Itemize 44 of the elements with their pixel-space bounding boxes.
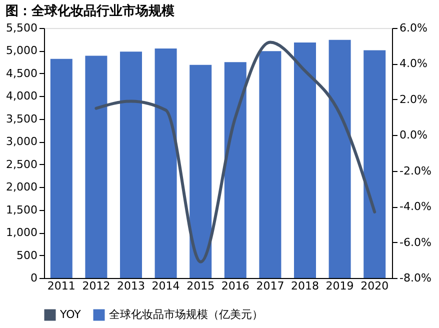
y2-tick-label: 2.0%	[400, 92, 428, 106]
y2-tick-label: -8.0%	[400, 272, 432, 284]
y2-tick-label: 4.0%	[400, 57, 428, 70]
y-tick-label: 0	[30, 272, 38, 284]
bar	[154, 48, 177, 278]
y2-tick-label: -2.0%	[400, 164, 432, 178]
chart-title: 图：全球化妆品行业市场规模	[6, 3, 175, 19]
x-tick-label: 2020	[360, 280, 389, 292]
y-tick-label: 1,000	[6, 226, 38, 240]
y-tick-label: 5,500	[6, 22, 38, 34]
x-tick-label: 2018	[291, 280, 319, 292]
y-tick-label: 500	[16, 248, 38, 262]
x-tick-label: 2013	[117, 280, 145, 292]
y-tick-label: 3,000	[6, 135, 38, 148]
y-tick-label: 4,000	[6, 90, 38, 103]
y-tick-label: 2,500	[6, 158, 38, 171]
y-tick-label: 3,500	[6, 112, 38, 126]
y-tick-label: 2,000	[6, 180, 38, 194]
bar	[259, 51, 282, 278]
x-tick-label: 2017	[256, 280, 284, 292]
bar	[364, 50, 386, 278]
bar	[190, 64, 212, 278]
x-tick-label: 2011	[47, 280, 76, 292]
y2-tick-label: 6.0%	[400, 22, 428, 34]
x-tick-label: 2014	[152, 280, 180, 292]
y-tick-label: 5,000	[6, 44, 38, 58]
legend-label: YOY	[59, 308, 82, 321]
bar	[224, 62, 246, 278]
legend-label: 全球化妆品市场规模（亿美元）	[109, 308, 263, 321]
y2-tick-label: 0.0%	[400, 128, 428, 142]
x-tick-label: 2019	[326, 280, 354, 292]
bar	[328, 40, 351, 278]
y2-tick-label: -6.0%	[400, 236, 432, 249]
y2-tick-label: -4.0%	[400, 200, 432, 214]
bar	[294, 42, 316, 278]
bar	[85, 56, 108, 278]
bar	[120, 52, 142, 278]
y-tick-label: 1,500	[6, 203, 38, 216]
line-series	[94, 40, 376, 264]
x-tick-label: 2015	[186, 280, 215, 292]
y-tick-label: 4,500	[6, 66, 38, 80]
x-tick-label: 2016	[221, 280, 250, 292]
bar	[50, 58, 72, 278]
x-tick-label: 2012	[82, 280, 110, 292]
